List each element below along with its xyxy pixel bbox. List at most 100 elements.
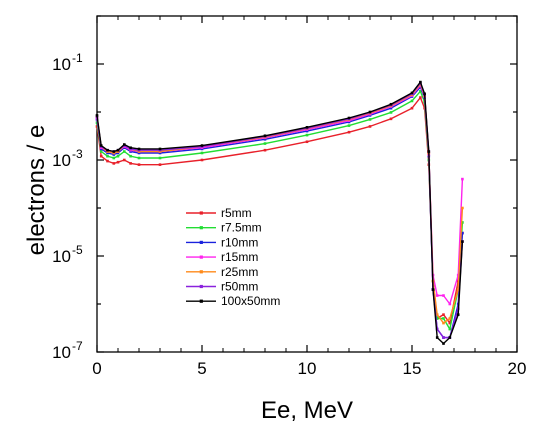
series-line-r25mm [96,83,464,324]
data-point-100x50mm [410,91,414,95]
data-point-100x50mm [423,92,426,96]
y-tick-exponent: -1 [72,51,83,65]
data-point-r7.5mm [347,124,351,127]
y-tick-label: 10 [52,151,71,170]
data-point-r15mm [448,302,452,306]
data-point-r7.5mm [435,317,439,320]
data-point-r5mm [368,125,372,128]
data-point-r5mm [158,163,162,166]
data-point-r7.5mm [442,317,445,320]
data-point-100x50mm [461,240,464,243]
data-point-r15mm [461,177,464,181]
data-point-r10mm [106,151,109,155]
data-point-r7.5mm [116,154,120,158]
data-point-r50mm [442,336,445,339]
data-point-r10mm [461,231,464,235]
x-tick-label: 5 [197,359,206,378]
legend-label: r15mm [221,250,258,264]
data-point-r7.5mm [99,150,103,153]
data-point-100x50mm [368,110,372,114]
data-point-r7.5mm [200,151,204,155]
data-point-100x50mm [305,126,309,129]
data-point-r10mm [347,120,351,124]
y-tick-exponent: -7 [72,339,83,353]
data-point-r25mm [116,150,120,153]
data-point-r7.5mm [368,118,372,121]
data-point-r7.5mm [158,156,162,160]
data-point-100x50mm [456,313,460,316]
data-point-r25mm [442,321,445,325]
series-line-r15mm [96,84,464,305]
data-point-100x50mm [123,143,126,146]
data-point-r5mm [99,154,103,158]
y-axis-title: electrons / e [23,125,50,256]
data-point-r5mm [347,130,351,134]
data-point-r25mm [112,151,116,155]
data-point-r10mm [263,137,267,141]
data-point-r5mm [389,117,393,121]
data-point-r10mm [158,151,162,155]
legend-label: 100x50mm [221,294,280,308]
legend-label: r5mm [221,206,252,220]
data-point-r5mm [129,162,132,165]
data-point-r5mm [200,158,204,162]
legend-label: r25mm [221,265,258,279]
series-line-r5mm [96,96,464,324]
legend-marker [199,299,203,303]
data-point-r10mm [137,151,141,155]
data-point-r5mm [116,160,120,164]
data-point-r5mm [263,148,267,152]
data-point-r25mm [448,317,452,320]
data-point-r15mm [456,273,460,277]
data-point-r10mm [305,129,309,133]
data-point-r15mm [442,294,445,297]
data-point-r7.5mm [305,133,309,137]
data-point-r10mm [389,106,393,110]
data-point-r7.5mm [123,150,126,153]
series-layer [95,80,464,345]
data-point-r25mm [456,288,460,291]
y-tick-label: 10 [52,55,71,74]
x-tick-label: 15 [403,359,422,378]
data-point-r5mm [137,163,141,166]
x-tick-label: 20 [508,359,527,378]
data-point-r7.5mm [263,142,267,145]
data-point-100x50mm [106,148,109,152]
data-point-100x50mm [95,114,99,117]
y-tick-label: 10 [52,247,71,266]
x-tick-label: 0 [92,359,101,378]
data-point-r7.5mm [448,327,452,331]
data-point-r7.5mm [419,89,422,93]
data-point-100x50mm [200,144,204,147]
legend-label: r50mm [221,280,258,294]
data-point-r7.5mm [129,154,132,158]
legend-label: r7.5mm [221,221,262,235]
legend-marker [199,270,203,274]
data-point-r10mm [112,153,116,156]
data-point-100x50mm [116,148,120,152]
legend-marker [199,211,203,215]
data-point-100x50mm [442,342,445,345]
data-point-100x50mm [137,147,141,151]
data-point-100x50mm [347,116,351,120]
data-point-r50mm [435,327,439,331]
legend-marker [199,240,203,244]
data-point-100x50mm [129,146,132,150]
data-point-100x50mm [158,147,162,151]
data-point-100x50mm [99,144,103,147]
data-point-r7.5mm [389,111,393,114]
y-tick-label: 10 [52,343,71,362]
data-point-r25mm [137,150,141,153]
y-tick-exponent: -5 [72,243,83,257]
data-point-r5mm [419,96,422,99]
data-point-r5mm [442,313,445,316]
data-point-100x50mm [112,150,116,153]
legend-marker [199,284,203,289]
y-tick-exponent: -3 [72,147,83,161]
data-point-100x50mm [427,150,431,153]
data-point-r10mm [116,151,120,155]
data-point-r5mm [410,106,414,110]
